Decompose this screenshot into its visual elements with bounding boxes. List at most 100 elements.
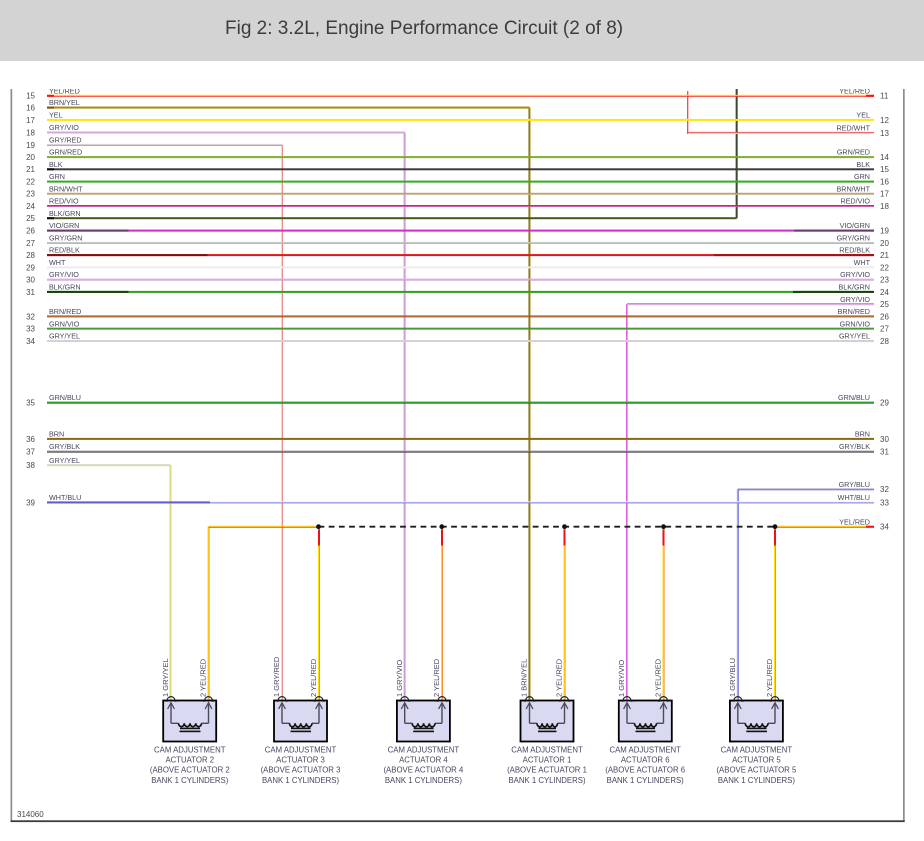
svg-text:BRN/RED: BRN/RED (49, 307, 81, 316)
svg-text:VIO/GRN: VIO/GRN (49, 221, 79, 230)
svg-text:BANK 1 CYLINDERS): BANK 1 CYLINDERS) (607, 776, 685, 785)
svg-text:GRY/BLK: GRY/BLK (49, 442, 80, 451)
svg-text:1 BRN/YEL: 1 BRN/YEL (520, 659, 529, 697)
svg-text:(ABOVE ACTUATOR 1: (ABOVE ACTUATOR 1 (507, 766, 587, 775)
svg-text:2 YEL/RED: 2 YEL/RED (654, 658, 663, 697)
svg-text:BRN: BRN (855, 430, 870, 439)
svg-text:GRY/BLU: GRY/BLU (839, 480, 870, 489)
svg-text:16: 16 (880, 178, 889, 187)
svg-text:GRN: GRN (49, 172, 65, 181)
svg-text:27: 27 (26, 239, 35, 248)
svg-text:21: 21 (880, 251, 889, 260)
svg-text:37: 37 (26, 448, 35, 457)
svg-text:GRY/GRN: GRY/GRN (49, 234, 82, 243)
svg-text:WHT/BLU: WHT/BLU (838, 493, 870, 502)
svg-text:28: 28 (26, 251, 35, 260)
svg-text:314060: 314060 (17, 810, 44, 819)
svg-text:YEL/RED: YEL/RED (839, 86, 870, 95)
svg-text:GRY/VIO: GRY/VIO (49, 270, 79, 279)
svg-text:2 YEL/RED: 2 YEL/RED (199, 658, 208, 697)
svg-text:18: 18 (26, 128, 35, 137)
svg-text:RED/BLK: RED/BLK (839, 246, 870, 255)
svg-text:GRY/YEL: GRY/YEL (839, 332, 870, 341)
svg-text:25: 25 (880, 300, 889, 309)
svg-text:2 YEL/RED: 2 YEL/RED (765, 658, 774, 697)
svg-text:1 GRY/BLU: 1 GRY/BLU (728, 658, 737, 697)
svg-text:32: 32 (26, 312, 35, 321)
svg-text:(ABOVE ACTUATOR 6: (ABOVE ACTUATOR 6 (605, 766, 685, 775)
svg-text:38: 38 (26, 461, 35, 470)
svg-text:19: 19 (880, 227, 889, 236)
svg-text:22: 22 (880, 263, 889, 272)
svg-text:BANK 1 CYLINDERS): BANK 1 CYLINDERS) (508, 776, 586, 785)
svg-text:RED/BLK: RED/BLK (49, 246, 80, 255)
svg-text:27: 27 (880, 325, 889, 334)
svg-text:BRN/YEL: BRN/YEL (49, 98, 80, 107)
svg-text:GRN/RED: GRN/RED (49, 148, 82, 157)
svg-text:BANK 1 CYLINDERS): BANK 1 CYLINDERS) (718, 776, 796, 785)
svg-text:RED/WHT: RED/WHT (836, 124, 870, 133)
svg-text:GRY/RED: GRY/RED (49, 136, 82, 145)
svg-text:14: 14 (880, 153, 889, 162)
svg-text:BRN/WHT: BRN/WHT (49, 184, 83, 193)
svg-text:YEL/RED: YEL/RED (49, 86, 80, 95)
svg-text:WHT: WHT (854, 258, 871, 267)
svg-text:BANK 1 CYLINDERS): BANK 1 CYLINDERS) (385, 776, 463, 785)
svg-text:1 GRY/RED: 1 GRY/RED (272, 656, 281, 697)
svg-text:CAM ADJUSTMENT: CAM ADJUSTMENT (388, 746, 460, 755)
svg-text:RED/VIO: RED/VIO (49, 197, 79, 206)
svg-text:BRN: BRN (49, 430, 64, 439)
svg-text:33: 33 (880, 498, 889, 507)
svg-text:GRY/YEL: GRY/YEL (49, 456, 80, 465)
svg-text:34: 34 (880, 523, 889, 532)
svg-text:25: 25 (26, 214, 35, 223)
svg-text:BANK 1 CYLINDERS): BANK 1 CYLINDERS) (151, 776, 229, 785)
svg-text:36: 36 (26, 435, 35, 444)
svg-text:16: 16 (26, 104, 35, 113)
svg-text:31: 31 (26, 288, 35, 297)
svg-text:(ABOVE ACTUATOR 5: (ABOVE ACTUATOR 5 (716, 766, 797, 775)
svg-text:21: 21 (26, 165, 35, 174)
svg-text:Fig 2: 3.2L, Engine Performanc: Fig 2: 3.2L, Engine Performance Circuit … (225, 18, 623, 39)
svg-text:CAM ADJUSTMENT: CAM ADJUSTMENT (511, 746, 583, 755)
svg-text:(ABOVE ACTUATOR 2: (ABOVE ACTUATOR 2 (150, 766, 230, 775)
svg-text:11: 11 (880, 92, 889, 101)
svg-text:GRY/YEL: GRY/YEL (49, 332, 80, 341)
svg-text:1 GRY/VIO: 1 GRY/VIO (395, 659, 404, 697)
svg-text:19: 19 (26, 141, 35, 150)
svg-text:18: 18 (880, 202, 889, 211)
svg-text:YEL: YEL (49, 111, 63, 120)
svg-text:GRN/VIO: GRN/VIO (840, 319, 871, 328)
svg-text:32: 32 (880, 485, 889, 494)
svg-text:BANK 1 CYLINDERS): BANK 1 CYLINDERS) (262, 776, 340, 785)
svg-text:GRN: GRN (854, 172, 870, 181)
svg-text:1 GRY/YEL: 1 GRY/YEL (161, 658, 170, 697)
svg-text:(ABOVE ACTUATOR 4: (ABOVE ACTUATOR 4 (383, 766, 464, 775)
svg-text:2 YEL/RED: 2 YEL/RED (432, 658, 441, 697)
svg-text:ACTUATOR 4: ACTUATOR 4 (399, 756, 448, 765)
svg-text:26: 26 (26, 227, 35, 236)
svg-text:34: 34 (26, 337, 35, 346)
svg-text:31: 31 (880, 448, 889, 457)
svg-text:ACTUATOR 3: ACTUATOR 3 (276, 756, 325, 765)
svg-text:GRY/VIO: GRY/VIO (49, 123, 79, 132)
svg-text:GRY/BLK: GRY/BLK (839, 442, 870, 451)
svg-text:GRN/BLU: GRN/BLU (838, 393, 870, 402)
svg-text:22: 22 (26, 178, 35, 187)
svg-text:ACTUATOR 2: ACTUATOR 2 (165, 756, 214, 765)
svg-text:15: 15 (26, 92, 35, 101)
svg-text:VIO/GRN: VIO/GRN (840, 221, 870, 230)
svg-text:GRN/RED: GRN/RED (837, 148, 870, 157)
svg-text:GRY/VIO: GRY/VIO (840, 295, 870, 304)
svg-text:YEL: YEL (856, 111, 870, 120)
svg-text:2 YEL/RED: 2 YEL/RED (555, 658, 564, 697)
svg-text:WHT: WHT (49, 258, 66, 267)
svg-text:CAM ADJUSTMENT: CAM ADJUSTMENT (154, 746, 226, 755)
svg-text:GRY/VIO: GRY/VIO (840, 270, 870, 279)
svg-text:39: 39 (26, 498, 35, 507)
svg-text:29: 29 (26, 263, 35, 272)
svg-text:29: 29 (880, 399, 889, 408)
svg-text:ACTUATOR 5: ACTUATOR 5 (732, 756, 781, 765)
svg-text:1 GRY/VIO: 1 GRY/VIO (617, 659, 626, 697)
svg-text:26: 26 (880, 312, 889, 321)
